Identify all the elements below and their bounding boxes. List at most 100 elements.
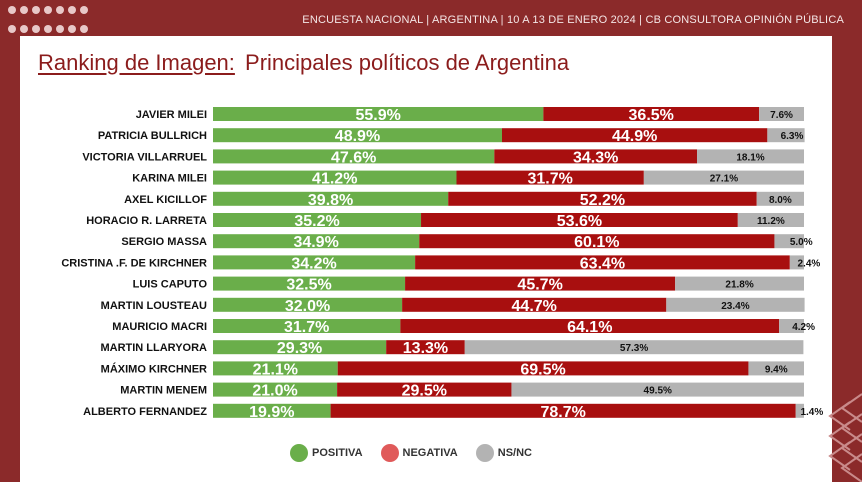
category-label: SERGIO MASSA: [121, 236, 207, 248]
bar-nsnc: [748, 361, 804, 376]
bar-nsnc: [464, 340, 804, 355]
data-label: 29.3%: [277, 340, 322, 357]
bar-positiva: [213, 213, 422, 227]
category-label: AXEL KICILLOF: [124, 194, 207, 206]
bar-nsnc: [774, 234, 804, 249]
data-label: 78.7%: [540, 404, 585, 421]
bar-negativa: [402, 297, 667, 312]
data-label: 1.4%: [800, 407, 823, 418]
category-label: MARTIN MENEM: [120, 385, 207, 397]
title-text: Principales políticos de Argentina: [245, 50, 570, 75]
category-label: MARTIN LOUSTEAU: [101, 300, 207, 312]
data-label: 32.5%: [286, 277, 331, 294]
bar-nsnc: [756, 191, 804, 206]
bar-positiva: [213, 255, 416, 270]
data-label: 48.9%: [335, 128, 380, 145]
bar-positiva: [213, 234, 420, 249]
data-label: 29.5%: [402, 383, 447, 400]
data-label: 2.4%: [798, 258, 821, 269]
category-label: MÁXIMO KIRCHNER: [101, 362, 207, 375]
data-label: 32.0%: [285, 298, 330, 315]
data-label: 41.2%: [312, 171, 357, 188]
bar-nsnc: [675, 276, 804, 291]
bar-negativa: [448, 191, 757, 206]
legend-item: NS/NC: [475, 444, 532, 462]
data-label: 36.5%: [629, 107, 674, 124]
chevron-pattern-icon: [828, 393, 862, 482]
legend-dot-icon: [380, 444, 399, 462]
category-label: CRISTINA .F. DE KIRCHNER: [61, 257, 207, 269]
bar-negativa: [405, 276, 676, 291]
bar-positiva: [213, 403, 331, 418]
category-label: MARTIN LLARYORA: [100, 342, 207, 354]
bar-nsnc: [767, 128, 805, 143]
bar-negativa: [501, 128, 768, 143]
bar-negativa: [456, 170, 644, 185]
data-label: 21.1%: [253, 361, 298, 378]
legend-label: NS/NC: [497, 447, 532, 459]
data-label: 45.7%: [517, 277, 562, 294]
data-label: 11.2%: [757, 216, 785, 227]
bar-negativa: [337, 361, 749, 376]
bar-positiva: [213, 297, 403, 312]
data-label: 44.7%: [512, 298, 557, 315]
legend-item: POSITIVA: [290, 444, 363, 462]
data-label: 5.0%: [790, 237, 813, 248]
bar-nsnc: [759, 107, 804, 121]
bar-nsnc: [779, 319, 804, 333]
legend-label: NEGATIVA: [402, 447, 458, 459]
category-label: JAVIER MILEI: [136, 109, 207, 121]
bar-negativa: [330, 403, 796, 418]
bar-positiva: [213, 382, 338, 397]
decorative-dots: [8, 6, 92, 44]
category-label: ALBERTO FERNANDEZ: [83, 406, 207, 418]
data-label: 44.9%: [612, 128, 657, 145]
bar-positiva: [213, 149, 495, 164]
bar-negativa: [386, 340, 465, 355]
bar-positiva: [213, 276, 406, 291]
data-label: 39.8%: [308, 192, 353, 209]
data-label: 31.7%: [284, 319, 329, 336]
data-label: 52.2%: [580, 192, 625, 209]
data-label: 60.1%: [574, 234, 619, 251]
category-label: MAURICIO MACRI: [112, 321, 207, 333]
bar-positiva: [213, 128, 502, 143]
bar-nsnc: [643, 170, 804, 185]
bar-positiva: [213, 319, 401, 333]
legend: POSITIVA NEGATIVA NS/NC: [290, 444, 532, 462]
bar-nsnc: [697, 149, 804, 164]
survey-header: ENCUESTA NACIONAL | ARGENTINA | 10 A 13 …: [302, 14, 844, 26]
data-label: 27.1%: [710, 174, 738, 185]
legend-dot-icon: [290, 444, 308, 462]
bar-negativa: [419, 234, 775, 249]
bar-nsnc: [511, 382, 804, 397]
title-highlight: Ranking de Imagen:: [38, 50, 235, 75]
data-label: 7.6%: [770, 110, 793, 121]
bar-negativa: [400, 319, 780, 333]
data-label: 57.3%: [620, 343, 648, 354]
bar-positiva: [213, 191, 449, 206]
category-label: KARINA MILEI: [132, 173, 207, 185]
data-label: 8.0%: [769, 195, 792, 206]
bar-nsnc: [795, 403, 804, 418]
category-label: VICTORIA VILLARRUEL: [82, 151, 207, 163]
bar-negativa: [421, 213, 738, 227]
data-label: 53.6%: [557, 213, 602, 230]
data-label: 64.1%: [567, 319, 612, 336]
data-label: 18.1%: [736, 152, 764, 163]
bar-nsnc: [666, 297, 805, 312]
bar-nsnc: [737, 213, 804, 227]
data-label: 19.9%: [249, 404, 294, 421]
bar-negativa: [543, 107, 760, 121]
data-label: 4.2%: [792, 322, 815, 333]
data-label: 23.4%: [721, 301, 749, 312]
data-label: 9.4%: [765, 364, 788, 375]
data-label: 34.9%: [293, 234, 338, 251]
legend-dot-icon: [475, 444, 494, 462]
data-label: 47.6%: [331, 149, 376, 166]
data-label: 13.3%: [403, 340, 448, 357]
category-label: PATRICIA BULLRICH: [98, 130, 207, 142]
data-label: 55.9%: [355, 107, 400, 124]
bar-negativa: [415, 255, 790, 270]
category-label: HORACIO R. LARRETA: [86, 215, 207, 227]
